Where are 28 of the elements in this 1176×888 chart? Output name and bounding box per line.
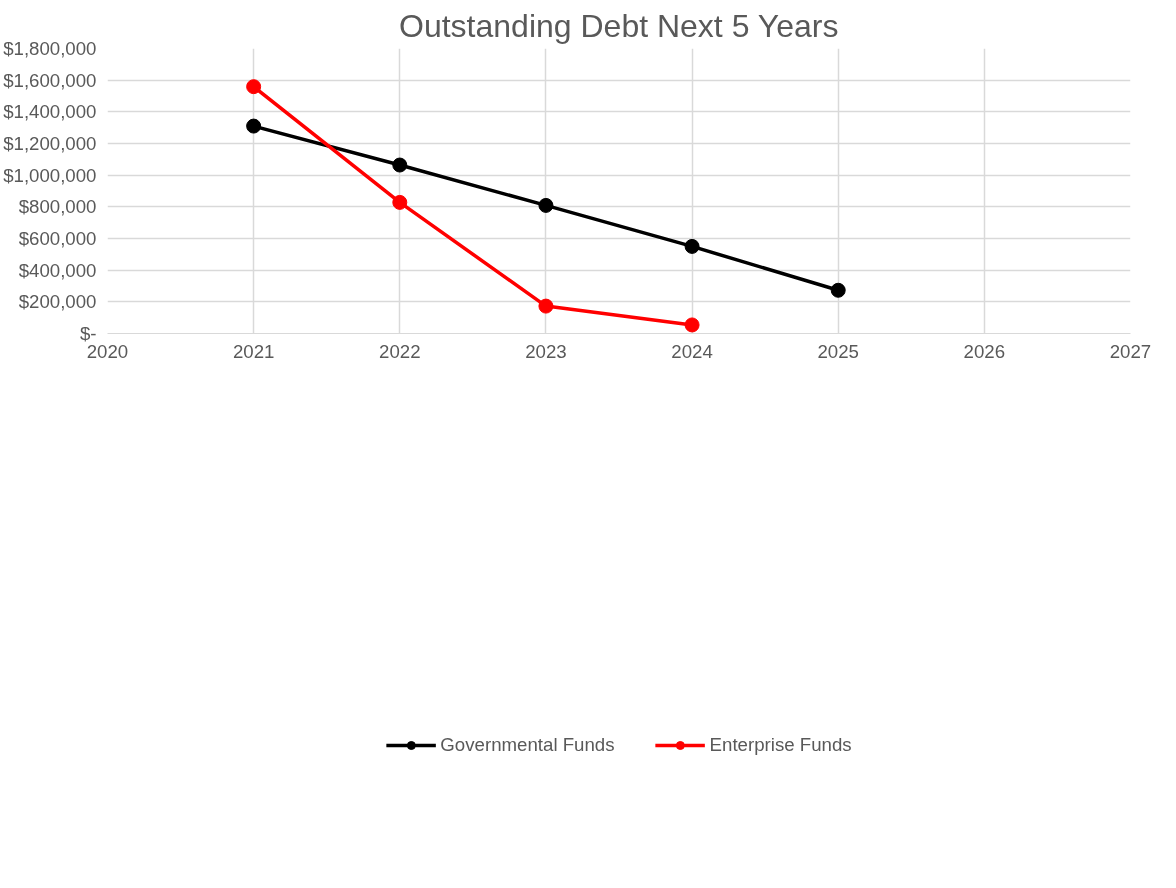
y-tick-label: $1,600,000 — [3, 69, 97, 91]
y-tick-label: $600,000 — [18, 228, 97, 249]
point — [538, 298, 554, 314]
chart-title: Outstanding Debt Next 5 Years — [399, 7, 839, 44]
y-tick-label: $1,000,000 — [3, 164, 97, 186]
legend-label: Governmental Funds — [440, 733, 615, 756]
x-tick-label: 2024 — [671, 340, 713, 362]
point — [392, 194, 408, 210]
x-tick-label: 2025 — [817, 340, 859, 362]
y-tick-label: $800,000 — [18, 196, 97, 218]
point — [246, 118, 262, 134]
x-tick-label: 2027 — [1109, 340, 1152, 362]
x-tick-label: 2026 — [963, 340, 1006, 362]
y-tick-label: $1,800,000 — [3, 38, 97, 59]
y-tick-label: $200,000 — [18, 291, 97, 313]
y-tick-label: $400,000 — [18, 259, 97, 281]
point — [392, 157, 408, 173]
x-tick-label: 2022 — [379, 340, 421, 362]
legend-label: Enterprise Funds — [709, 733, 852, 756]
point — [246, 79, 262, 95]
point — [684, 317, 700, 333]
point — [684, 238, 700, 254]
point — [830, 282, 846, 298]
x-tick-label: 2023 — [525, 340, 567, 362]
y-tick-label: $1,400,000 — [3, 101, 97, 123]
point — [538, 197, 554, 213]
y-tick-label: $1,200,000 — [3, 133, 97, 154]
x-tick-label: 2021 — [232, 340, 275, 362]
